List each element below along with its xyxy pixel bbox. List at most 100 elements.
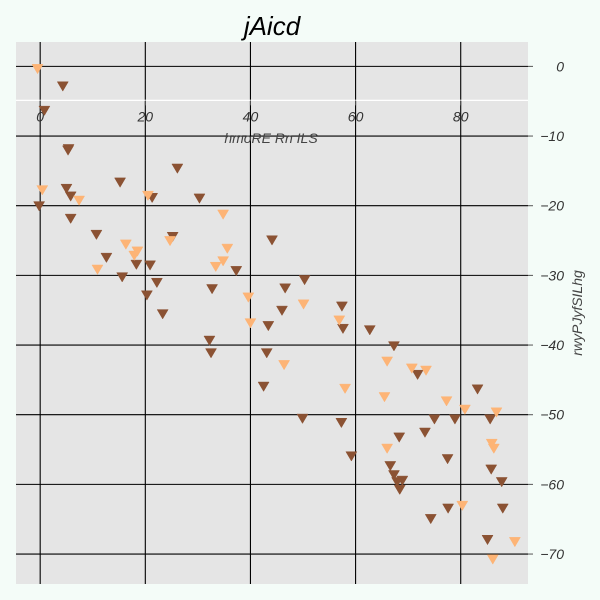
- data-point-marker: [424, 514, 437, 525]
- data-point-marker: [62, 144, 75, 155]
- data-point-marker: [140, 290, 153, 301]
- data-point-marker: [100, 252, 113, 263]
- y-tick-label: 0: [556, 58, 564, 74]
- data-point-marker: [217, 209, 230, 220]
- y-tick-label: −50: [540, 407, 564, 423]
- data-point-marker: [33, 201, 46, 212]
- x-tick-label: 80: [453, 108, 469, 124]
- data-point-marker: [296, 413, 309, 424]
- y-tick-label: −30: [540, 267, 564, 283]
- data-point-marker: [193, 193, 206, 204]
- data-point-marker: [114, 177, 127, 188]
- data-point-marker: [495, 477, 508, 488]
- data-point-marker: [456, 500, 469, 511]
- data-point-marker: [91, 264, 104, 275]
- data-point-marker: [381, 356, 394, 367]
- data-point-marker: [508, 537, 521, 548]
- data-point-marker: [448, 414, 461, 425]
- data-point-marker: [381, 443, 394, 454]
- data-point-marker: [276, 305, 288, 316]
- data-point-marker: [485, 464, 498, 475]
- grid-lines: [16, 42, 533, 584]
- data-point-marker: [156, 309, 169, 320]
- data-point-marker: [31, 64, 44, 75]
- data-point-marker: [262, 321, 275, 332]
- y-tick-label: −20: [540, 198, 564, 214]
- data-point-marker: [335, 301, 348, 312]
- data-point-marker: [217, 256, 230, 267]
- data-point-marker: [388, 341, 400, 352]
- data-point-marker: [486, 554, 499, 565]
- data-point-marker: [441, 454, 454, 465]
- data-point-marker: [142, 190, 154, 201]
- data-point-marker: [242, 292, 255, 303]
- data-point-marker: [38, 105, 51, 116]
- data-point-marker: [481, 535, 494, 546]
- data-points: [31, 64, 521, 565]
- data-point-marker: [257, 381, 270, 392]
- data-point-marker: [64, 213, 77, 224]
- data-point-marker: [339, 383, 352, 394]
- x-tick-label: 0: [36, 108, 44, 124]
- data-point-marker: [405, 363, 418, 374]
- data-point-marker: [130, 259, 143, 270]
- data-point-marker: [266, 235, 278, 246]
- data-point-marker: [298, 275, 311, 286]
- data-point-marker: [378, 392, 391, 403]
- x-tick-label: 40: [243, 108, 259, 124]
- x-tick-labels: 0 20 40 60 80: [36, 100, 469, 124]
- plot-area: [16, 42, 528, 584]
- data-point-marker: [131, 246, 144, 257]
- data-point-marker: [144, 260, 156, 271]
- data-point-marker: [384, 461, 397, 472]
- data-point-marker: [396, 475, 409, 486]
- data-point-marker: [297, 299, 310, 310]
- data-point-marker: [73, 195, 86, 206]
- data-point-marker: [363, 325, 376, 336]
- data-point-marker: [440, 396, 453, 407]
- data-point-marker: [337, 323, 349, 335]
- data-point-marker: [490, 407, 503, 418]
- y-tick-label: −60: [540, 476, 564, 492]
- data-point-marker: [119, 239, 132, 250]
- data-point-marker: [150, 277, 163, 289]
- data-point-marker: [64, 191, 77, 202]
- y-tick-label: −70: [540, 546, 564, 562]
- y-tick-label: −10: [540, 128, 564, 144]
- data-point-marker: [419, 427, 431, 438]
- data-point-marker: [230, 266, 243, 277]
- data-point-marker: [90, 229, 103, 240]
- y-tick-label: −40: [540, 337, 564, 353]
- data-point-marker: [335, 418, 348, 429]
- x-axis-label: hmoRE Rn ILS: [224, 130, 318, 146]
- data-point-marker: [428, 414, 441, 425]
- data-point-marker: [278, 360, 291, 371]
- data-point-marker: [164, 236, 176, 247]
- data-point-marker: [393, 484, 406, 495]
- data-point-marker: [458, 404, 471, 415]
- data-point-marker: [442, 503, 455, 514]
- chart-title: jAicd: [241, 11, 302, 41]
- data-point-marker: [411, 369, 424, 381]
- data-point-marker: [60, 183, 73, 195]
- data-point-marker: [393, 432, 406, 443]
- data-point-marker: [36, 185, 49, 196]
- y-axis-label: rwyPJyfSILhg: [569, 270, 585, 356]
- data-point-marker: [205, 348, 217, 359]
- data-point-marker: [221, 243, 234, 254]
- data-point-marker: [487, 443, 500, 454]
- data-point-marker: [471, 384, 484, 395]
- x-tick-label: 20: [137, 108, 154, 124]
- data-point-marker: [206, 284, 219, 295]
- x-tick-label: 60: [348, 108, 364, 124]
- data-point-marker: [333, 315, 346, 326]
- data-point-marker: [279, 283, 292, 294]
- data-point-marker: [171, 163, 184, 174]
- data-point-marker: [496, 503, 509, 514]
- data-point-marker: [260, 348, 273, 359]
- data-point-marker: [244, 318, 257, 329]
- data-point-marker: [420, 365, 432, 376]
- data-point-marker: [56, 81, 69, 92]
- y-tick-labels: 0 −10 −20 −30 −40 −50 −60 −70: [540, 58, 564, 562]
